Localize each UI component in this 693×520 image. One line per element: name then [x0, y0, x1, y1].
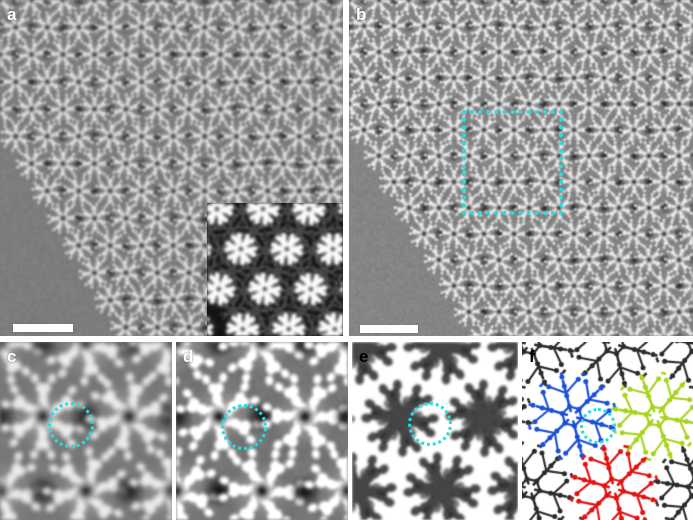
panel-a: a: [0, 0, 343, 336]
panel-b: b: [349, 0, 693, 336]
panel-a-inset: [207, 203, 343, 336]
scale-bar: [13, 324, 73, 332]
panel-e: e: [352, 342, 518, 520]
panel-a-inset-image: [207, 203, 343, 336]
roi-circle: [580, 408, 616, 444]
roi-circle: [408, 402, 452, 446]
panel-b-image: [349, 0, 693, 336]
panel-f: f: [522, 342, 693, 520]
panel-d: d: [176, 342, 348, 520]
roi-circle: [221, 404, 267, 450]
panel-c: c: [0, 342, 172, 520]
roi-circle: [48, 402, 94, 448]
scale-bar: [360, 325, 418, 333]
roi-square: [462, 110, 563, 215]
